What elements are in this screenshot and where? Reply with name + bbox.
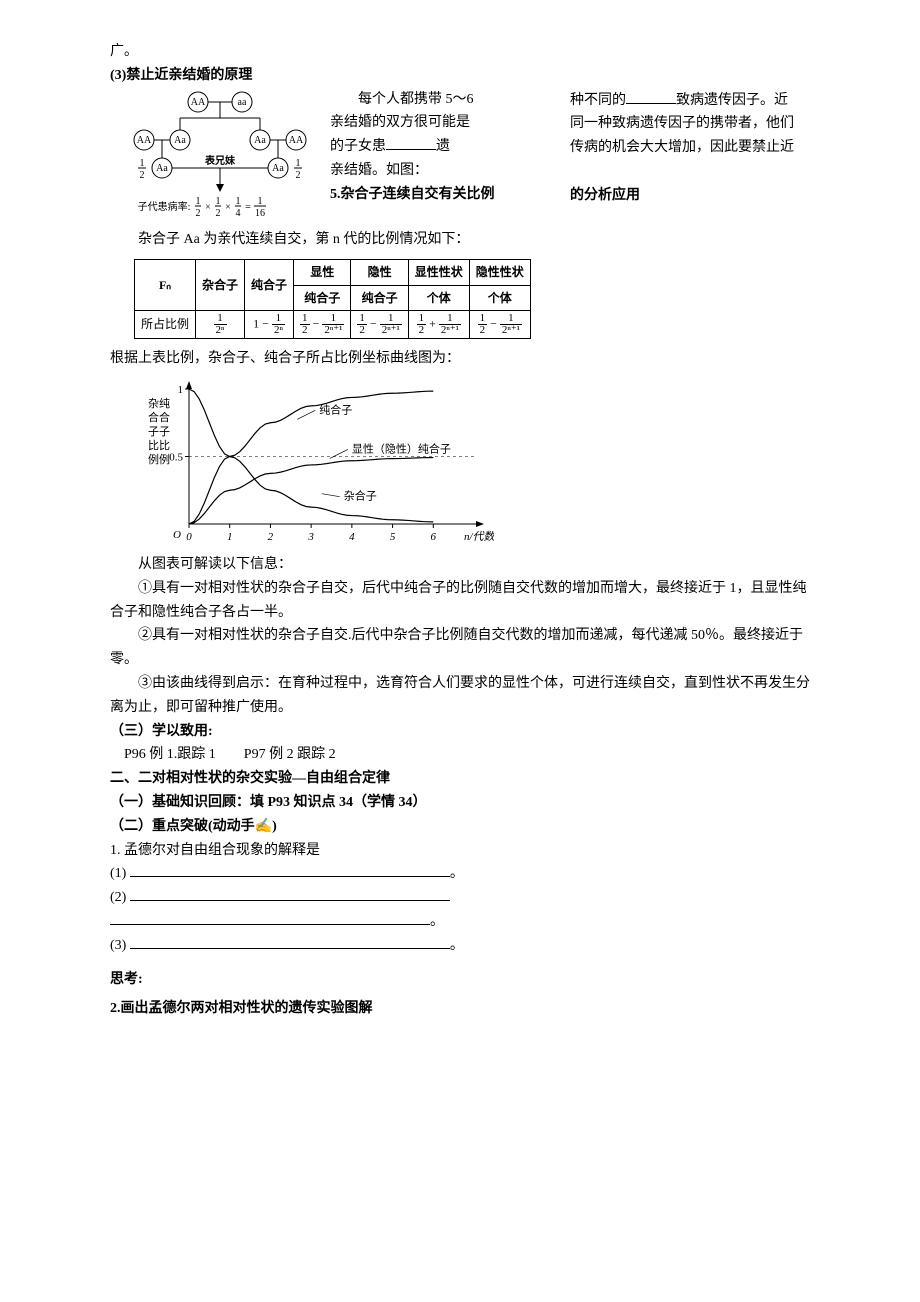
- blank-3: [130, 934, 450, 949]
- th-rec-trait: 隐性性状: [469, 260, 530, 285]
- th-rec-ind: 个体: [469, 285, 530, 310]
- q2-title: 2.画出孟德尔两对相对性状的遗传实验图解: [110, 997, 810, 1021]
- chart-p3: ③由该曲线得到启示：在育种过程中，选育符合人们要求的显性个体，可进行连续自交，直…: [110, 672, 810, 720]
- geno-g4: AA: [289, 135, 304, 146]
- td-label: 所占比例: [135, 311, 196, 339]
- part2-h2: （一）基础知识回顾：填 P93 知识点 34（学情 34）: [110, 791, 810, 815]
- svg-text:1: 1: [196, 196, 201, 207]
- fragment-text: 广。: [110, 40, 810, 64]
- blank-2b: [110, 910, 430, 925]
- svg-text:比比: 比比: [148, 439, 170, 452]
- svg-text:=: =: [245, 202, 251, 213]
- geno-c2: Aa: [272, 163, 284, 174]
- th-dom-homo: 纯合子: [294, 285, 351, 310]
- td-rec-homo: 12 − 12ⁿ⁺¹: [351, 311, 408, 339]
- chart-p2: ②具有一对相对性状的杂合子自交.后代中杂合子比例随自交代数的增加而递减，每代递减…: [110, 624, 810, 672]
- pedigree-diagram: AA aa AA Aa Aa AA: [120, 88, 320, 228]
- blank-disease: [386, 135, 436, 150]
- geno-p2: aa: [238, 97, 247, 108]
- th-dom-trait: 显性性状: [408, 260, 469, 285]
- p3-line1-right: 种不同的致病遗传因子。近: [570, 89, 810, 113]
- svg-text:1: 1: [236, 196, 241, 207]
- cousins-label: 表兄妹: [204, 154, 236, 167]
- svg-text:0.5: 0.5: [169, 451, 183, 463]
- geno-g2: Aa: [174, 135, 186, 146]
- p3-line2-right: 同一种致病遗传因子的携带者，他们: [570, 112, 810, 136]
- p3-line3-right: 传病的机会大大增加，因此要禁止近: [570, 136, 810, 160]
- th-rec: 隐性: [351, 260, 408, 285]
- svg-text:O: O: [173, 529, 181, 541]
- svg-text:×: ×: [225, 202, 231, 213]
- svg-text:子子: 子子: [148, 425, 170, 438]
- think-title: 思考:: [110, 968, 810, 992]
- svg-text:1: 1: [227, 531, 233, 543]
- th-homo: 纯合子: [245, 260, 294, 311]
- ratio-table: Fₙ 杂合子 纯合子 显性 隐性 显性性状 隐性性状 纯合子 纯合子 个体 个体…: [134, 259, 531, 339]
- svg-text:2: 2: [196, 208, 201, 219]
- svg-text:n/代数: n/代数: [464, 530, 494, 543]
- pedigree-paragraph-wrap: AA aa AA Aa Aa AA: [110, 88, 810, 228]
- q1-item3: (3) 。: [110, 934, 810, 958]
- svg-text:显性（隐性）纯合子: 显性（隐性）纯合子: [352, 441, 451, 455]
- part2-h1: 二、二对相对性状的杂交实验—自由组合定律: [110, 767, 810, 791]
- half-right-num: 1: [296, 158, 301, 169]
- td-hetero: 12ⁿ: [196, 311, 245, 339]
- sec5-intro: 杂合子 Aa 为亲代连续自交，第 n 代的比例情况如下：: [110, 228, 810, 252]
- th-rec-homo: 纯合子: [351, 285, 408, 310]
- part2-h3: （二）重点突破(动动手✍): [110, 815, 810, 839]
- svg-text:16: 16: [255, 208, 265, 219]
- svg-text:2: 2: [216, 208, 221, 219]
- svg-text:例例: 例例: [148, 452, 170, 466]
- blank-1: [130, 862, 450, 877]
- chart-after-1: 从图表可解读以下信息：: [110, 553, 810, 577]
- half-right-den: 2: [296, 170, 301, 181]
- geno-c1: Aa: [156, 163, 168, 174]
- apply-title: （三）学以致用:: [110, 720, 810, 744]
- td-homo: 1 − 12ⁿ: [245, 311, 294, 339]
- svg-text:5: 5: [390, 531, 396, 543]
- geno-g1: AA: [137, 135, 152, 146]
- th-fn: Fₙ: [135, 260, 196, 311]
- svg-text:杂合子: 杂合子: [344, 489, 377, 503]
- svg-text:0: 0: [186, 531, 192, 543]
- svg-text:1: 1: [258, 196, 263, 207]
- apply-line: P96 例 1.跟踪 1 P97 例 2 跟踪 2: [110, 743, 810, 767]
- svg-text:合合: 合合: [148, 410, 170, 424]
- half-left-den: 2: [140, 170, 145, 181]
- svg-text:4: 4: [236, 208, 241, 219]
- td-rec-ind: 12 − 12ⁿ⁺¹: [469, 311, 530, 339]
- blank-factor: [626, 89, 676, 104]
- q1-item1: (1) 。: [110, 862, 810, 886]
- th-hetero: 杂合子: [196, 260, 245, 311]
- offspring-rate-label: 子代患病率:: [138, 200, 191, 213]
- q1-item2b: 。: [110, 910, 810, 934]
- subsection-3-title: (3)禁止近亲结婚的原理: [110, 64, 810, 88]
- svg-text:1: 1: [216, 196, 221, 207]
- svg-text:2: 2: [268, 531, 274, 543]
- q1-title: 1. 孟德尔对自由组合现象的解释是: [110, 839, 810, 863]
- chart-intro: 根据上表比例，杂合子、纯合子所占比例坐标曲线图为：: [110, 347, 810, 371]
- geno-g3: Aa: [254, 135, 266, 146]
- q1-item2: (2): [110, 886, 810, 910]
- svg-text:1: 1: [178, 384, 184, 396]
- th-dom: 显性: [294, 260, 351, 285]
- svg-text:×: ×: [205, 202, 211, 213]
- half-left-num: 1: [140, 158, 145, 169]
- td-dom-ind: 12 + 12ⁿ⁺¹: [408, 311, 469, 339]
- th-dom-ind: 个体: [408, 285, 469, 310]
- svg-text:纯合子: 纯合子: [319, 402, 352, 416]
- svg-text:杂纯: 杂纯: [148, 397, 170, 410]
- ratio-chart: 杂纯合合子子比比例例 0 1 2 3 4 5 6 O 0.5 1 n/代数 纯合子显性（隐性）纯合子杂合…: [134, 379, 810, 549]
- subsection-5-title-right: 的分析应用: [570, 184, 810, 208]
- td-dom-homo: 12 − 12ⁿ⁺¹: [294, 311, 351, 339]
- svg-text:6: 6: [431, 531, 437, 543]
- svg-text:4: 4: [349, 531, 355, 543]
- blank-2a: [130, 886, 450, 901]
- geno-p1: AA: [191, 97, 206, 108]
- svg-text:3: 3: [307, 531, 314, 543]
- chart-p1: ①具有一对相对性状的杂合子自交，后代中纯合子的比例随自交代数的增加而增大，最终接…: [110, 577, 810, 625]
